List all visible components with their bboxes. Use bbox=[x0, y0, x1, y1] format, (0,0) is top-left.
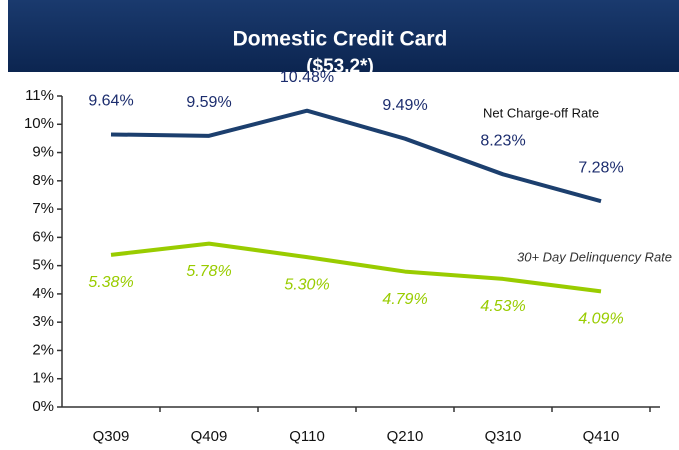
data-label: 9.64% bbox=[88, 93, 133, 110]
data-label: 4.79% bbox=[382, 291, 427, 308]
data-label: 4.09% bbox=[578, 311, 623, 328]
data-label: 4.53% bbox=[480, 298, 525, 315]
y-tick-label: 2% bbox=[32, 341, 54, 358]
x-tick-label: Q310 bbox=[485, 428, 522, 445]
data-label: 5.78% bbox=[186, 263, 231, 280]
header-band bbox=[8, 0, 679, 72]
x-tick-label: Q309 bbox=[93, 428, 130, 445]
data-label: 7.28% bbox=[578, 159, 623, 176]
x-tick-label: Q110 bbox=[289, 428, 325, 445]
y-tick-label: 8% bbox=[32, 172, 54, 189]
y-tick-label: 1% bbox=[32, 370, 54, 387]
y-tick-label: 11% bbox=[25, 87, 54, 104]
x-tick-label: Q410 bbox=[583, 428, 620, 445]
legend-label: 30+ Day Delinquency Rate bbox=[517, 249, 672, 264]
x-tick-label: Q409 bbox=[191, 428, 228, 445]
y-tick-label: 3% bbox=[32, 313, 54, 330]
y-tick-label: 9% bbox=[32, 144, 54, 161]
data-label: 10.48% bbox=[280, 69, 334, 86]
y-tick-label: 6% bbox=[32, 228, 54, 245]
x-tick-label: Q210 bbox=[387, 428, 424, 445]
legend-label: Net Charge-off Rate bbox=[483, 105, 599, 120]
y-tick-label: 10% bbox=[24, 115, 54, 132]
y-tick-label: 0% bbox=[32, 398, 54, 415]
data-label: 5.38% bbox=[88, 274, 133, 291]
series-line bbox=[110, 241, 602, 294]
y-tick-label: 7% bbox=[32, 200, 54, 217]
y-tick-label: 4% bbox=[32, 285, 54, 302]
chart-subtitle: ($53.2*) bbox=[306, 56, 374, 77]
y-tick-label: 5% bbox=[32, 257, 54, 274]
data-label: 9.49% bbox=[382, 97, 427, 114]
chart-title: Domestic Credit Card bbox=[233, 28, 448, 51]
data-label: 9.59% bbox=[186, 94, 231, 111]
data-label: 8.23% bbox=[480, 133, 525, 150]
data-label: 5.30% bbox=[284, 276, 329, 293]
series-line bbox=[110, 108, 602, 204]
